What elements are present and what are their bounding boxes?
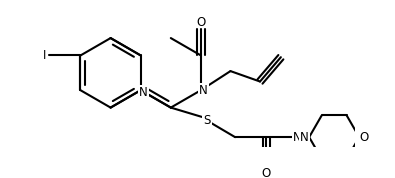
Text: O: O <box>262 167 271 178</box>
Text: I: I <box>43 49 46 62</box>
Text: S: S <box>203 114 211 127</box>
Text: N: N <box>139 86 148 99</box>
Text: N: N <box>300 131 308 144</box>
Text: N: N <box>293 131 302 144</box>
Text: O: O <box>196 16 205 29</box>
Text: O: O <box>359 131 369 144</box>
Text: N: N <box>199 84 208 97</box>
